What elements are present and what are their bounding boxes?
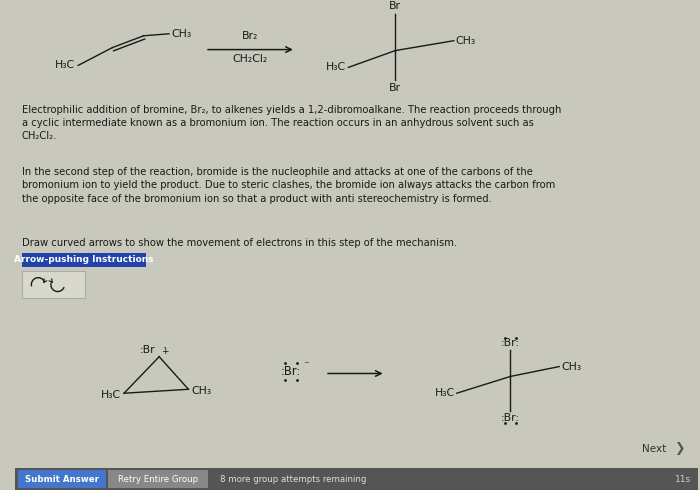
Text: 8 more group attempts remaining: 8 more group attempts remaining <box>220 475 366 484</box>
Text: Br₂: Br₂ <box>242 31 258 41</box>
Text: CH₃: CH₃ <box>191 386 211 396</box>
Text: 11s: 11s <box>675 475 691 484</box>
Text: CH₃: CH₃ <box>456 36 476 46</box>
Text: H₃C: H₃C <box>101 390 121 400</box>
Text: Arrow-pushing Instructions: Arrow-pushing Instructions <box>14 255 154 265</box>
Text: CH₂Cl₂: CH₂Cl₂ <box>233 53 268 64</box>
Text: Next: Next <box>642 443 666 454</box>
Text: Electrophilic addition of bromine, Br₂, to alkenes yields a 1,2-dibromoalkane. T: Electrophilic addition of bromine, Br₂, … <box>22 105 561 141</box>
Text: :Br: :Br <box>139 345 155 355</box>
Text: :Br:: :Br: <box>281 365 301 378</box>
FancyBboxPatch shape <box>18 470 106 488</box>
Text: ⁻: ⁻ <box>304 361 309 370</box>
Text: :Br:: :Br: <box>501 338 520 348</box>
FancyBboxPatch shape <box>22 253 146 267</box>
Text: ·: · <box>163 342 167 355</box>
Text: Submit Answer: Submit Answer <box>25 475 99 484</box>
Text: Br: Br <box>389 1 401 11</box>
Text: H₃C: H₃C <box>435 388 455 398</box>
Text: Draw curved arrows to show the movement of electrons in this step of the mechani: Draw curved arrows to show the movement … <box>22 238 456 248</box>
FancyBboxPatch shape <box>108 470 208 488</box>
Text: H₃C: H₃C <box>55 60 76 71</box>
Text: CH₃: CH₃ <box>171 29 191 39</box>
Text: Retry Entire Group: Retry Entire Group <box>118 475 198 484</box>
Text: ❯: ❯ <box>674 442 685 455</box>
Text: Br: Br <box>389 83 401 93</box>
Text: CH₃: CH₃ <box>561 362 581 371</box>
FancyBboxPatch shape <box>15 468 698 490</box>
Text: :Br:: :Br: <box>501 413 520 423</box>
Text: In the second step of the reaction, bromide is the nucleophile and attacks at on: In the second step of the reaction, brom… <box>22 167 555 203</box>
FancyBboxPatch shape <box>22 271 85 298</box>
Text: +: + <box>161 347 169 356</box>
Text: H₃C: H₃C <box>326 62 346 73</box>
